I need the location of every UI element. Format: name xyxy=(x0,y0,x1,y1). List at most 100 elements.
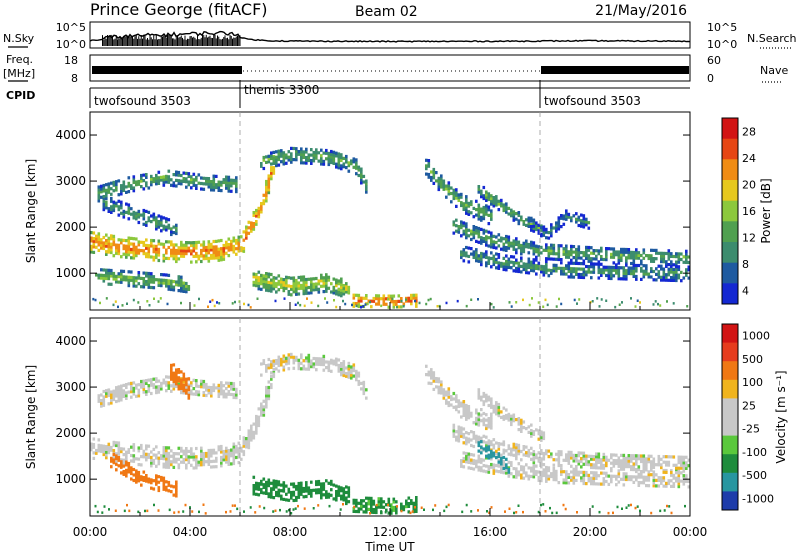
data-cell xyxy=(165,485,168,489)
data-cell xyxy=(575,217,578,221)
data-cell xyxy=(667,463,671,467)
data-cell xyxy=(480,408,483,412)
data-cell xyxy=(245,437,248,441)
data-cell xyxy=(142,179,146,183)
data-cell xyxy=(182,246,186,250)
data-cell xyxy=(467,440,471,444)
data-cell xyxy=(130,381,133,385)
data-cell xyxy=(302,161,306,165)
data-cell xyxy=(242,441,246,446)
data-cell xyxy=(272,171,276,175)
data-cell xyxy=(595,460,598,464)
data-cell xyxy=(365,502,368,506)
data-cell xyxy=(612,474,616,478)
data-cell xyxy=(170,240,173,244)
colorbar-tick-label: 4 xyxy=(742,285,749,298)
data-cell xyxy=(172,457,176,461)
data-cell xyxy=(307,362,311,366)
data-cell xyxy=(326,301,329,304)
data-cell xyxy=(470,237,473,242)
data-cell xyxy=(345,372,348,376)
data-cell xyxy=(105,239,108,243)
data-cell xyxy=(490,506,493,509)
data-cell xyxy=(122,209,126,213)
data-cell xyxy=(622,271,626,275)
data-cell xyxy=(485,237,488,242)
data-cell xyxy=(575,453,578,458)
data-cell xyxy=(117,393,121,397)
data-cell xyxy=(467,455,471,459)
data-cell xyxy=(175,373,178,378)
data-cell xyxy=(497,255,501,259)
data-cell xyxy=(665,251,668,256)
data-cell xyxy=(622,456,626,460)
data-cell xyxy=(567,269,571,273)
data-cell xyxy=(265,272,268,276)
data-cell xyxy=(137,383,141,387)
data-cell xyxy=(117,213,121,217)
data-cell xyxy=(302,489,306,493)
data-cell xyxy=(452,434,456,438)
data-cell xyxy=(282,354,286,358)
data-cell xyxy=(267,388,271,392)
data-cell xyxy=(345,496,348,500)
data-cell xyxy=(300,481,303,485)
data-cell xyxy=(517,443,521,447)
data-cell xyxy=(335,495,338,499)
data-cell xyxy=(520,256,523,260)
data-cell xyxy=(165,217,168,221)
data-cell xyxy=(365,179,368,183)
data-cell xyxy=(552,472,556,476)
data-cell xyxy=(515,446,518,450)
data-cell xyxy=(270,495,273,499)
data-cell xyxy=(562,458,566,462)
data-cell xyxy=(220,255,223,259)
data-cell xyxy=(542,468,546,472)
data-cell xyxy=(621,301,623,304)
data-cell xyxy=(677,469,681,473)
data-cell xyxy=(270,377,273,381)
data-cell xyxy=(432,371,436,375)
data-cell xyxy=(575,465,578,469)
data-cell xyxy=(187,180,191,184)
data-cell xyxy=(127,217,131,221)
data-cell xyxy=(165,375,168,379)
data-cell xyxy=(222,178,226,182)
data-cell xyxy=(262,277,266,281)
data-cell xyxy=(367,496,371,500)
data-cell xyxy=(175,184,178,188)
data-cell xyxy=(570,258,573,262)
data-cell xyxy=(460,255,463,260)
data-cell xyxy=(427,298,430,302)
data-cell xyxy=(182,251,186,256)
data-cell xyxy=(325,289,328,293)
data-cell xyxy=(615,453,618,457)
data-cell xyxy=(292,355,296,359)
data-cell xyxy=(360,167,363,171)
data-cell xyxy=(465,251,468,255)
data-cell xyxy=(345,154,348,159)
data-cell xyxy=(545,257,548,261)
data-cell xyxy=(365,294,368,298)
data-cell xyxy=(285,284,288,288)
data-cell xyxy=(202,182,206,186)
data-cell xyxy=(572,267,576,271)
data-cell xyxy=(167,218,171,222)
data-cell xyxy=(675,270,678,274)
data-cell xyxy=(147,285,151,289)
data-cell xyxy=(132,478,136,483)
data-cell xyxy=(122,389,126,393)
data-cell xyxy=(132,180,136,184)
data-cell xyxy=(655,267,658,271)
data-cell xyxy=(577,267,581,271)
data-cell xyxy=(132,381,136,385)
data-cell xyxy=(517,419,521,423)
data-cell xyxy=(600,255,603,259)
data-cell xyxy=(247,231,251,235)
data-cell xyxy=(245,445,248,449)
data-cell xyxy=(475,437,478,441)
colorbar-segment xyxy=(722,491,738,511)
data-cell xyxy=(240,249,243,253)
data-cell xyxy=(327,154,331,158)
data-cell xyxy=(255,272,258,277)
